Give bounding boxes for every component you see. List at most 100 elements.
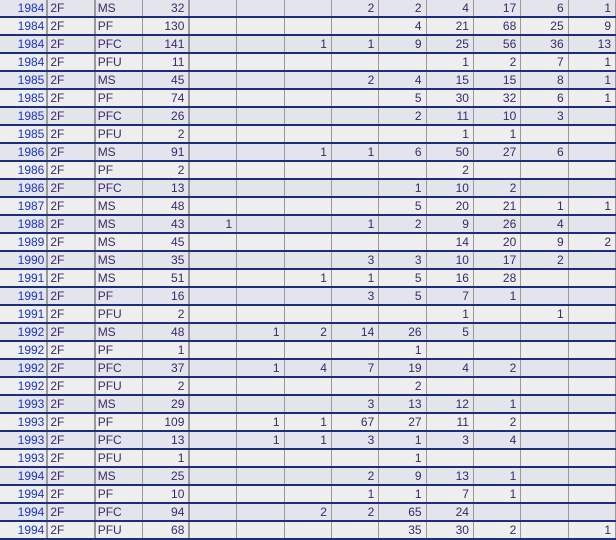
count-cell[interactable]: 109 (142, 413, 189, 431)
grade-cell-8[interactable] (521, 485, 568, 503)
count-cell[interactable]: 1 (142, 449, 189, 467)
table-row[interactable]: 1993 2F PFC 13 1 1 3 1 3 4 (0, 431, 616, 449)
grade-cell-9[interactable]: 1 (568, 0, 615, 17)
count-cell[interactable]: 48 (142, 323, 189, 341)
category-cell[interactable]: 2F (47, 431, 94, 449)
grade-cell-7[interactable]: 21 (473, 197, 520, 215)
grade-cell-6[interactable]: 4 (426, 359, 473, 377)
count-cell[interactable]: 35 (142, 251, 189, 269)
category-cell[interactable]: 2F (47, 359, 94, 377)
grade-cell-4[interactable] (331, 305, 378, 323)
grade-cell-2[interactable] (237, 35, 284, 53)
year-cell[interactable]: 1990 (0, 251, 47, 269)
grade-cell-5[interactable]: 1 (379, 449, 426, 467)
type-cell[interactable]: MS (95, 269, 142, 287)
grade-cell-6[interactable]: 9 (426, 215, 473, 233)
grade-cell-8[interactable] (521, 341, 568, 359)
grade-cell-4[interactable] (331, 179, 378, 197)
grade-cell-5[interactable] (379, 305, 426, 323)
grade-cell-4[interactable] (331, 377, 378, 395)
grade-cell-5[interactable]: 1 (379, 485, 426, 503)
grade-cell-5[interactable]: 2 (379, 377, 426, 395)
grade-cell-9[interactable] (568, 341, 615, 359)
grade-cell-2[interactable] (237, 395, 284, 413)
grade-cell-3[interactable]: 2 (284, 503, 331, 521)
year-cell[interactable]: 1993 (0, 431, 47, 449)
year-cell[interactable]: 1993 (0, 413, 47, 431)
grade-cell-8[interactable]: 2 (521, 251, 568, 269)
table-row[interactable]: 1992 2F PF 1 1 (0, 341, 616, 359)
grade-cell-9[interactable] (568, 413, 615, 431)
grade-cell-9[interactable]: 1 (568, 521, 615, 539)
grade-cell-4[interactable]: 67 (331, 413, 378, 431)
grade-cell-6[interactable]: 30 (426, 521, 473, 539)
category-cell[interactable]: 2F (47, 503, 94, 521)
year-cell[interactable]: 1985 (0, 125, 47, 143)
table-row[interactable]: 1985 2F PFU 2 1 1 (0, 125, 616, 143)
grade-cell-2[interactable] (237, 107, 284, 125)
grade-cell-1[interactable] (189, 251, 236, 269)
grade-cell-9[interactable]: 1 (568, 71, 615, 89)
grade-cell-7[interactable]: 56 (473, 35, 520, 53)
grade-cell-2[interactable] (237, 251, 284, 269)
grade-cell-1[interactable] (189, 341, 236, 359)
grade-cell-3[interactable] (284, 341, 331, 359)
category-cell[interactable]: 2F (47, 323, 94, 341)
category-cell[interactable]: 2F (47, 521, 94, 539)
category-cell[interactable]: 2F (47, 251, 94, 269)
grade-cell-4[interactable]: 1 (331, 269, 378, 287)
grade-cell-8[interactable]: 36 (521, 35, 568, 53)
grade-cell-6[interactable]: 10 (426, 251, 473, 269)
grade-cell-2[interactable] (237, 179, 284, 197)
count-cell[interactable]: 25 (142, 467, 189, 485)
grade-cell-8[interactable] (521, 269, 568, 287)
grade-cell-7[interactable]: 1 (473, 395, 520, 413)
category-cell[interactable]: 2F (47, 161, 94, 179)
count-cell[interactable]: 2 (142, 125, 189, 143)
grade-cell-8[interactable]: 8 (521, 71, 568, 89)
count-cell[interactable]: 74 (142, 89, 189, 107)
grade-cell-3[interactable] (284, 485, 331, 503)
table-row[interactable]: 1985 2F PFC 26 2 11 10 3 (0, 107, 616, 125)
grade-cell-1[interactable] (189, 359, 236, 377)
grade-cell-4[interactable]: 1 (331, 215, 378, 233)
grade-cell-9[interactable] (568, 467, 615, 485)
grade-cell-1[interactable] (189, 179, 236, 197)
grade-cell-8[interactable] (521, 395, 568, 413)
grade-cell-4[interactable] (331, 197, 378, 215)
grade-cell-1[interactable] (189, 449, 236, 467)
table-row[interactable]: 1984 2F MS 32 2 2 4 17 6 1 (0, 0, 616, 17)
grade-cell-2[interactable] (237, 233, 284, 251)
grade-cell-2[interactable] (237, 17, 284, 35)
category-cell[interactable]: 2F (47, 377, 94, 395)
type-cell[interactable]: PFU (95, 377, 142, 395)
category-cell[interactable]: 2F (47, 467, 94, 485)
grade-cell-3[interactable] (284, 161, 331, 179)
grade-cell-1[interactable] (189, 233, 236, 251)
grade-cell-4[interactable] (331, 521, 378, 539)
grade-cell-2[interactable]: 1 (237, 431, 284, 449)
grade-cell-9[interactable] (568, 143, 615, 161)
grade-cell-6[interactable] (426, 377, 473, 395)
table-row[interactable]: 1991 2F PF 16 3 5 7 1 (0, 287, 616, 305)
table-row[interactable]: 1986 2F MS 91 1 1 6 50 27 6 (0, 143, 616, 161)
grade-cell-5[interactable] (379, 125, 426, 143)
grade-cell-3[interactable] (284, 179, 331, 197)
grade-cell-7[interactable]: 1 (473, 485, 520, 503)
grade-cell-3[interactable] (284, 17, 331, 35)
grade-cell-1[interactable] (189, 161, 236, 179)
grade-cell-9[interactable]: 1 (568, 53, 615, 71)
grade-cell-3[interactable] (284, 107, 331, 125)
count-cell[interactable]: 45 (142, 233, 189, 251)
grade-cell-8[interactable] (521, 521, 568, 539)
type-cell[interactable]: PFC (95, 179, 142, 197)
year-cell[interactable]: 1992 (0, 323, 47, 341)
count-cell[interactable]: 141 (142, 35, 189, 53)
type-cell[interactable]: MS (95, 215, 142, 233)
grade-cell-1[interactable] (189, 431, 236, 449)
grade-cell-4[interactable] (331, 17, 378, 35)
category-cell[interactable]: 2F (47, 53, 94, 71)
category-cell[interactable]: 2F (47, 269, 94, 287)
grade-cell-6[interactable]: 15 (426, 71, 473, 89)
grade-cell-2[interactable] (237, 341, 284, 359)
